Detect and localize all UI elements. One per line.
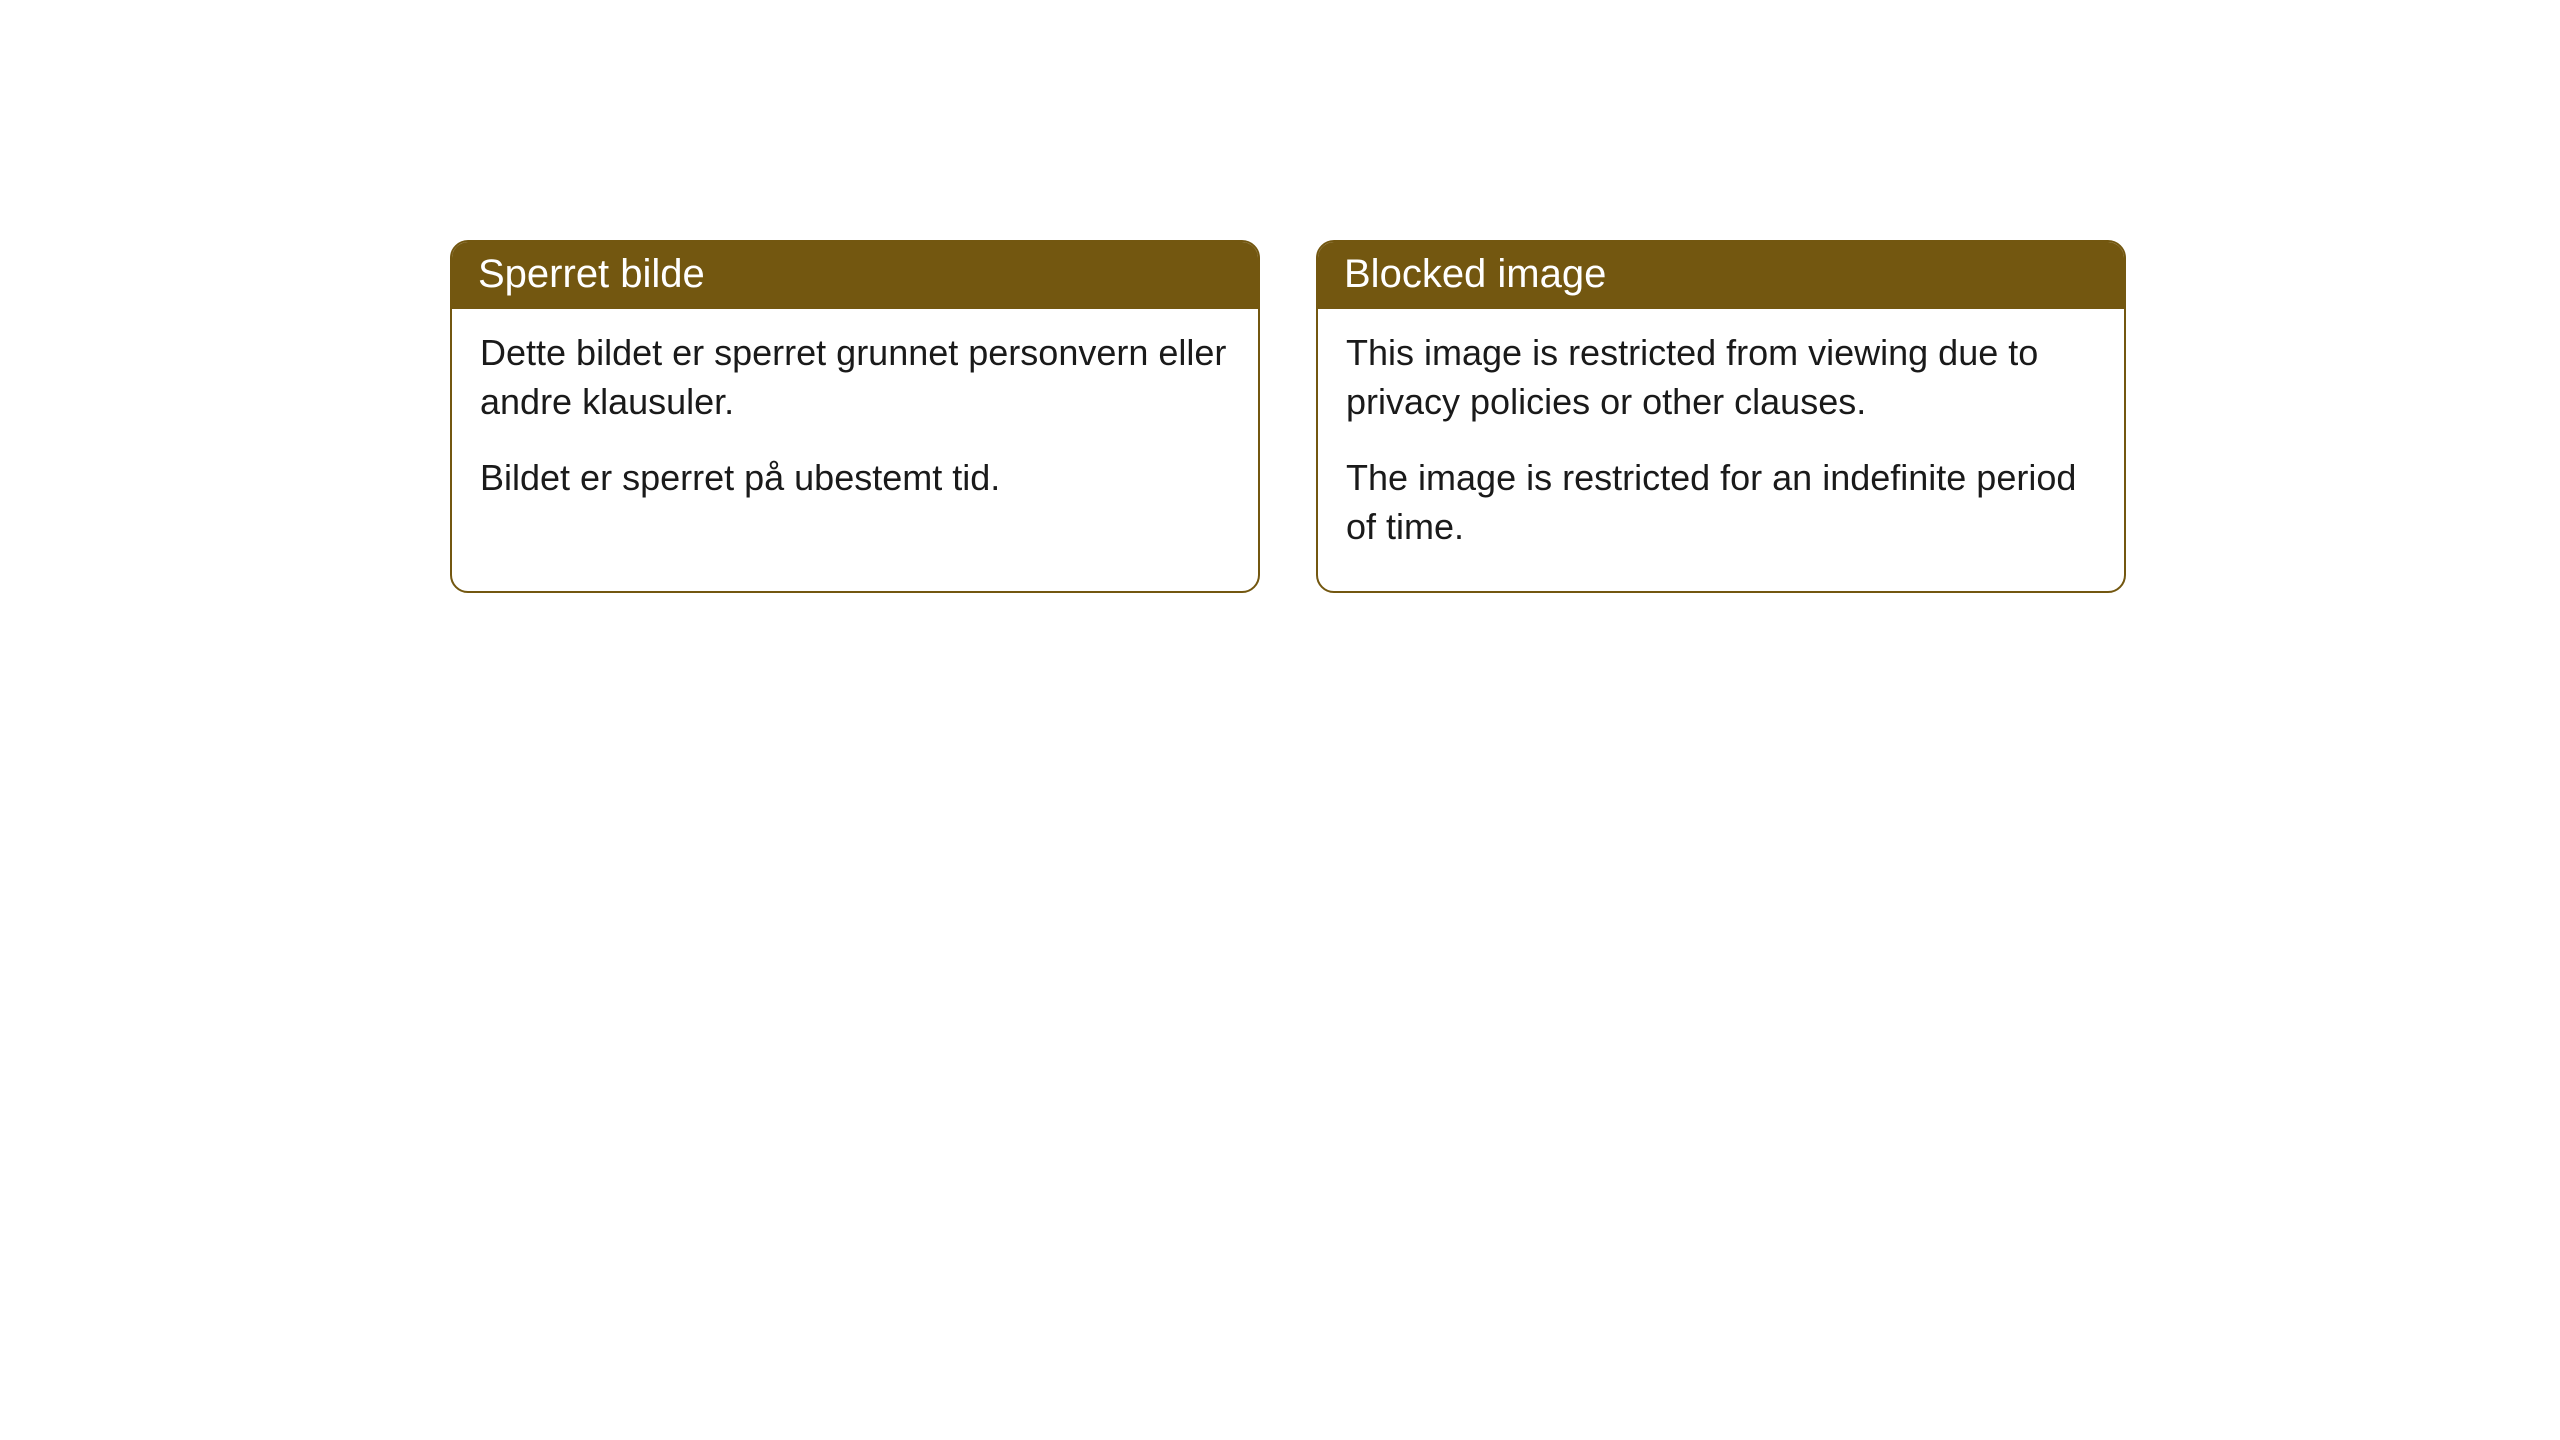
card-body-no: Dette bildet er sperret grunnet personve… bbox=[452, 309, 1258, 543]
blocked-image-card-no: Sperret bilde Dette bildet er sperret gr… bbox=[450, 240, 1260, 593]
card-body-en: This image is restricted from viewing du… bbox=[1318, 309, 2124, 591]
card-header-en: Blocked image bbox=[1318, 242, 2124, 309]
card-text-no-2: Bildet er sperret på ubestemt tid. bbox=[480, 454, 1230, 503]
card-text-en-1: This image is restricted from viewing du… bbox=[1346, 329, 2096, 426]
card-text-en-2: The image is restricted for an indefinit… bbox=[1346, 454, 2096, 551]
card-text-no-1: Dette bildet er sperret grunnet personve… bbox=[480, 329, 1230, 426]
notice-cards-container: Sperret bilde Dette bildet er sperret gr… bbox=[0, 0, 2560, 593]
card-header-no: Sperret bilde bbox=[452, 242, 1258, 309]
blocked-image-card-en: Blocked image This image is restricted f… bbox=[1316, 240, 2126, 593]
